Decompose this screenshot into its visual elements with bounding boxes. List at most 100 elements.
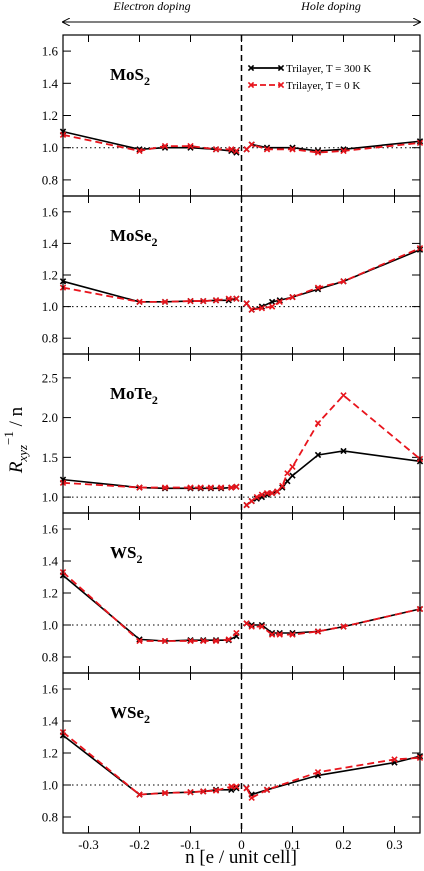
data-point-t0k (200, 637, 207, 645)
y-tick-label: 1.6 (42, 44, 59, 59)
data-point-t0k (233, 147, 240, 155)
data-point-t0k (263, 786, 271, 793)
data-point-t0k (279, 482, 286, 490)
data-point-t0k (314, 628, 322, 635)
data-point-t0k (258, 305, 266, 312)
data-point-t300k (233, 785, 240, 792)
panel-title: WS2 (110, 543, 142, 566)
data-point-t0k (161, 637, 169, 645)
panel-frame (62, 672, 421, 834)
data-point-t0k (225, 636, 232, 643)
data-point-t0k (233, 483, 240, 490)
data-point-t300k (289, 472, 296, 479)
data-point-t0k (197, 484, 204, 491)
panel-title-sub: 2 (152, 393, 158, 407)
panel-title: MoTe2 (110, 384, 158, 407)
data-point-t0k (200, 788, 207, 795)
data-point-t0k (248, 794, 255, 801)
data-point-t0k (212, 787, 220, 794)
y-tick-label: 1.5 (42, 450, 58, 465)
panel-title-sub: 2 (152, 235, 158, 249)
y-tick-label: 0.8 (42, 810, 58, 825)
panels: 0.81.01.21.41.6MoS20.81.01.21.41.6MoSe21… (42, 34, 424, 834)
data-point-t0k (274, 488, 281, 495)
data-point-t0k (212, 297, 220, 304)
x-tick-label: 0.3 (386, 837, 402, 852)
legend-marker (247, 81, 255, 89)
data-point-t0k (207, 484, 215, 491)
panel-title: MoSe2 (110, 226, 158, 249)
panel-title-main: MoS (110, 65, 144, 84)
panel-mos2: 0.8 1.0 1.2 1.4 1.6 MoS2 (42, 34, 424, 197)
data-point-t0k (314, 149, 322, 156)
y-tick-label: 1.0 (42, 778, 58, 793)
data-point-t0k (228, 484, 235, 491)
data-point-t0k (314, 284, 322, 291)
panel-title-sub: 2 (136, 552, 142, 566)
y-tick-label: 1.6 (42, 522, 59, 537)
y-tick-label: 1.2 (42, 746, 58, 761)
data-point-t0k (136, 147, 143, 155)
data-point-t0k (340, 278, 347, 285)
data-point-t300k (248, 621, 255, 629)
y-axis-title: Rxyz−1 / n (1, 406, 30, 474)
legend-marker (247, 64, 255, 72)
y-tick-label: 1.0 (42, 618, 58, 633)
data-point-t0k (314, 769, 322, 776)
panel-mote2: 1.0 1.5 2.0 2.5 MoTe2 (42, 353, 424, 514)
data-point-t0k (161, 484, 169, 491)
data-point-t0k (243, 620, 250, 627)
data-point-t0k (136, 791, 143, 798)
data-point-t0k (258, 623, 266, 630)
y-axis-title-main: R (6, 461, 27, 474)
legend: Trilayer, T = 300 K Trilayer, T = 0 K (247, 63, 371, 92)
x-tick-label: -0.1 (180, 837, 201, 852)
data-point-t0k (248, 141, 255, 148)
data-point-t0k (268, 489, 276, 497)
data-point-t0k (314, 419, 322, 427)
y-tick-label: 1.4 (42, 554, 59, 569)
data-point-t0k (212, 146, 220, 153)
data-point-t300k (340, 447, 347, 455)
y-tick-label: 1.0 (42, 140, 58, 155)
hole-doping-label: Hole doping (300, 0, 361, 13)
data-point-t0k (253, 493, 260, 501)
series-line-t300k (62, 574, 237, 642)
data-point-t0k (212, 637, 220, 645)
x-tick-label: -0.3 (78, 837, 99, 852)
y-tick-label: 1.4 (42, 76, 59, 91)
y-axis-title-sub: xyz (15, 445, 30, 463)
data-point-t0k (263, 489, 271, 497)
data-point-t300k (233, 149, 240, 156)
series-line-t0k (62, 731, 237, 796)
data-point-t0k (233, 629, 240, 637)
y-tick-label: 0.8 (42, 172, 58, 187)
data-point-t0k (187, 789, 194, 796)
data-point-t0k (233, 295, 240, 302)
data-point-t0k (276, 298, 283, 306)
y-tick-label: 1.2 (42, 586, 58, 601)
data-point-t0k (161, 142, 169, 150)
data-point-t0k (289, 146, 296, 153)
data-point-t0k (248, 306, 255, 313)
x-tick-labels: -0.3 -0.2 -0.1 0 0.1 0.2 0.3 (78, 837, 402, 852)
y-tick-label: 1.6 (42, 204, 59, 219)
series-line-t0k (246, 608, 421, 636)
panel-title-main: MoSe (110, 226, 152, 245)
y-tick-label: 0.8 (42, 650, 58, 665)
data-point-t0k (228, 146, 235, 153)
data-point-t0k (136, 637, 143, 645)
y-tick-label: 1.0 (42, 299, 58, 314)
legend-label: Trilayer, T = 300 K (286, 63, 371, 75)
data-point-t0k (161, 298, 169, 306)
series-line-t300k (62, 734, 237, 796)
electron-doping-label: Electron doping (112, 0, 190, 13)
panel-mose2: 0.8 1.0 1.2 1.4 1.6 MoSe2 (42, 195, 424, 355)
data-point-t0k (228, 783, 235, 790)
data-point-t0k (136, 484, 143, 491)
y-tick-label: 1.4 (42, 236, 59, 251)
x-tick-label: 0.1 (284, 837, 300, 852)
data-point-t0k (243, 785, 250, 792)
data-point-t0k (289, 293, 296, 301)
data-point-t0k (233, 783, 240, 790)
